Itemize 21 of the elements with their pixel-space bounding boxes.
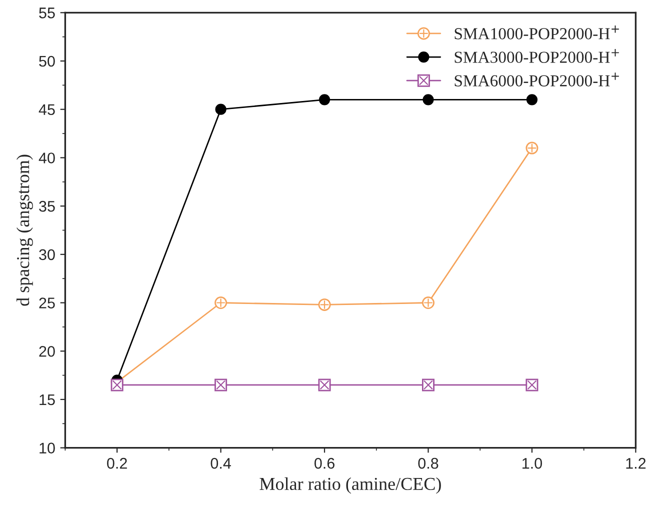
y-tick-label: 40 — [38, 152, 55, 164]
y-tick-label: 20 — [39, 346, 55, 357]
legend-label: SMA6000-POP2000-H$^{+}$ — [454, 72, 619, 86]
legend-label: SMA1000-POP2000-H$^{+}$ — [454, 25, 619, 40]
x-tick-label: 1.0 — [522, 458, 542, 469]
y-tick-label: 25 — [39, 298, 55, 308]
x-tick-label: 0.2 — [107, 458, 127, 469]
y-tick-label: 35 — [39, 200, 55, 212]
y-tick-label: 10 — [40, 442, 55, 454]
y-tick-label: 50 — [39, 56, 55, 67]
y-tick-label: 45 — [38, 104, 55, 116]
y-tick-label: 30 — [39, 249, 55, 260]
y-tick-label: 55 — [39, 8, 55, 18]
y-tick-label: 15 — [40, 394, 55, 406]
x-tick-label: 1.2 — [626, 458, 646, 469]
x-axis-title: Molar ratio (amine/CEC) — [260, 477, 441, 494]
y-axis-title: d spacing (angstrom) — [16, 154, 33, 306]
x-tick-label: 0.6 — [314, 458, 334, 469]
x-tick-label: 0.8 — [418, 458, 438, 469]
legend-label: SMA3000-POP2000-H$^{+}$ — [454, 49, 619, 63]
x-tick-label: 0.4 — [210, 458, 231, 469]
